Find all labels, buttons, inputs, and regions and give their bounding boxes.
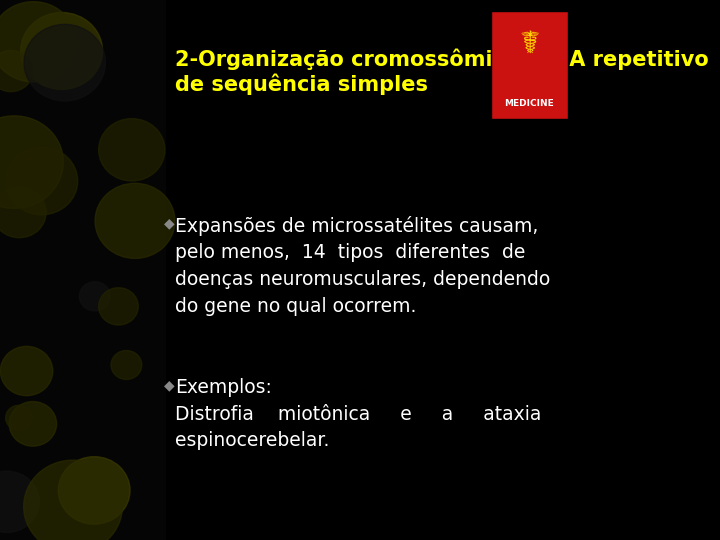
Circle shape [0, 187, 46, 238]
Circle shape [95, 183, 175, 259]
Circle shape [111, 350, 142, 380]
Circle shape [24, 460, 122, 540]
Circle shape [0, 116, 63, 208]
Text: MEDICINE: MEDICINE [505, 99, 554, 108]
Circle shape [24, 24, 105, 101]
Circle shape [58, 457, 130, 524]
Text: ☤: ☤ [519, 30, 539, 59]
Text: Exemplos:
Distrofia    miotônica     e     a     ataxia
espinocerebelar.: Exemplos: Distrofia miotônica e a ataxia… [175, 378, 541, 450]
Bar [0, 0, 166, 540]
Circle shape [6, 405, 32, 430]
Circle shape [21, 12, 102, 90]
Circle shape [0, 2, 76, 82]
Circle shape [99, 288, 138, 325]
Text: 2-Organização cromossômica: DNA repetitivo
de sequência simples: 2-Organização cromossômica: DNA repetiti… [175, 49, 708, 95]
Text: ◆: ◆ [163, 378, 174, 392]
Circle shape [0, 50, 32, 92]
Circle shape [9, 402, 57, 446]
Circle shape [0, 471, 40, 532]
Text: ◆: ◆ [163, 216, 174, 230]
Circle shape [6, 147, 78, 215]
FancyBboxPatch shape [491, 11, 568, 119]
Text: Expansões de microssatélites causam,
pelo menos,  14  tipos  diferentes  de
doen: Expansões de microssatélites causam, pel… [175, 216, 550, 315]
Circle shape [79, 282, 110, 311]
Circle shape [99, 119, 165, 181]
Circle shape [0, 346, 53, 396]
